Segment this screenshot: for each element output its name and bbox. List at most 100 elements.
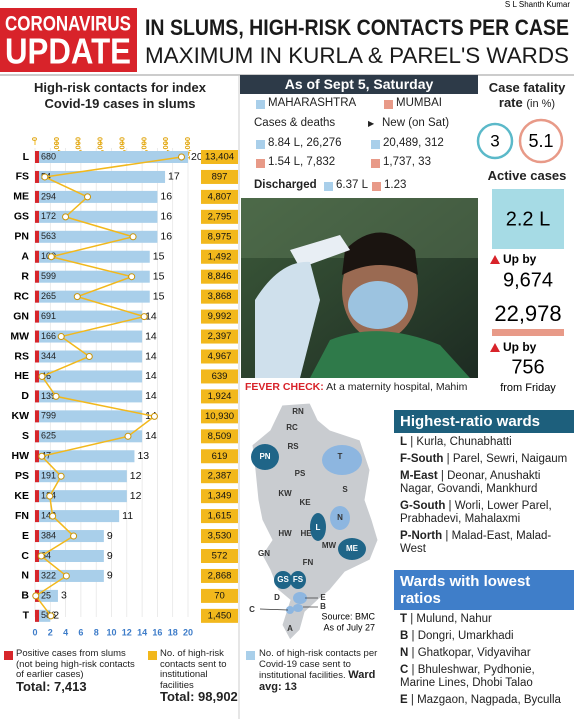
legend-text: No. of high-risk contacts per Covid-19 c… [259,648,378,681]
ward-code: T [400,613,408,625]
category-label: C [21,550,29,562]
contacts-point [52,392,60,400]
ratio-label: 12 [130,490,142,502]
positive-marker [35,370,39,383]
positive-label: 344 [41,351,56,361]
map-label: MW [322,541,337,550]
contacts-label-bg [201,229,238,244]
positive-label: 799 [41,411,56,421]
fatality-circle [518,118,564,164]
ratio-label: 17 [168,171,180,183]
contacts-label-bg [201,509,238,524]
headline: MAXIMUM IN KURLA & PAREL'S WARDS [145,43,569,68]
category-label: D [21,390,29,402]
x2-tick-label: 2,000 [52,137,61,156]
city-label: MUMBAI [396,97,442,109]
active-city: 22,978 [494,301,561,326]
fatality-subtitle: rate [498,95,523,110]
positive-label: 384 [41,530,56,540]
legend-swatch [256,159,265,168]
map-label: KE [299,498,311,507]
contacts-label: 4,807 [208,191,232,202]
ratio-label: 15 [153,251,165,263]
ward-areas: Mulund, Nahur [416,613,492,625]
contacts-label: 619 [212,451,228,462]
ward-areas: Dongri, Umarkhadi [417,630,514,642]
ward-areas: Worli, Lower Parel, Prabhadevi, Mahalaxm… [400,500,552,525]
contacts-label: 3,868 [208,291,232,302]
category-label: ME [13,191,29,203]
map-label: D [274,593,280,602]
category-label: PS [15,470,29,482]
active-city-up: 756 [511,356,544,378]
ratio-label: 11 [122,510,133,522]
x-tick-label: 0 [32,627,37,637]
positive-label: 625 [41,431,56,441]
map-source: As of July 27 [323,622,375,632]
contacts-label: 8,846 [208,271,232,282]
x2-tick-label: 12,000 [161,137,170,160]
x-tick-label: 6 [78,627,83,637]
fatality-state: 3 [490,131,499,150]
contacts-point [70,532,78,540]
ratio-label: 16 [160,191,172,203]
up-label: Up by [503,252,537,266]
ratio-label: 14 [145,370,157,382]
ratio-label: 3 [61,590,67,602]
category-label: KW [12,410,30,422]
ratio-label: 14 [145,430,157,442]
x2-tick-label: 8,000 [117,137,126,156]
positive-marker [35,170,39,183]
x-tick-label: 4 [63,627,68,637]
map-label: RN [292,407,304,416]
contacts-point [49,512,57,520]
ward-code: N [400,647,409,659]
legend-swatch [256,100,265,109]
ratio-label: 2 [53,610,59,622]
state-discharged: 6.37 L [336,179,368,191]
up-label: Up by [503,340,537,354]
category-label: B [21,590,29,602]
map-label: C [249,605,255,614]
positive-label: 46 [41,371,51,381]
ward-areas: Malad-East, Malad-West [400,530,552,555]
bar [35,510,120,523]
separator: | [408,630,418,642]
x2-tick-label: 14,000 [183,137,192,160]
map-label: PS [295,469,306,478]
category-label: L [23,151,30,163]
contacts-point [32,592,40,600]
fatality-title: Case fatality rate (in %) [480,80,574,112]
contacts-label-bg [201,389,238,404]
separator: | [407,436,417,448]
contacts-label: 1,924 [208,391,232,402]
photo [241,198,478,378]
legend-swatch [256,140,265,149]
arrow: ▶ [368,119,375,128]
state-label: MAHARASHTRA [268,97,357,109]
ratio-label: 15 [153,270,165,282]
bar [35,190,158,203]
contacts-label-bg [201,309,238,324]
x-tick-label: 18 [168,627,178,637]
map-label: T [338,452,343,461]
state-new: 20,489, 312 [383,137,444,149]
legend-total: Total: 7,413 [16,678,87,694]
contacts-label: 8,509 [208,431,232,442]
legend-entry: No. of high-risk contacts per Covid-19 c… [259,648,394,693]
map-label: HE [300,529,312,538]
contacts-label-bg [201,249,238,264]
positive-label: 25 [41,590,51,600]
contacts-label: 10,930 [205,411,234,422]
contacts-label: 2,868 [208,570,232,581]
category-label: GN [13,310,29,322]
chart: 0 2 4 6 8 10 12 14 16 18 200 2,000 4,000 6,000 8,000 10… [10,137,238,637]
ratio-label: 16 [160,231,172,243]
contacts-label-bg [201,369,238,384]
ratio-label: 9 [107,570,113,582]
positive-label: 64 [41,550,51,560]
legend-swatch [324,182,333,191]
active-since: from Friday [500,382,556,394]
bar [35,310,143,323]
x2-tick-label: 6,000 [96,137,105,156]
